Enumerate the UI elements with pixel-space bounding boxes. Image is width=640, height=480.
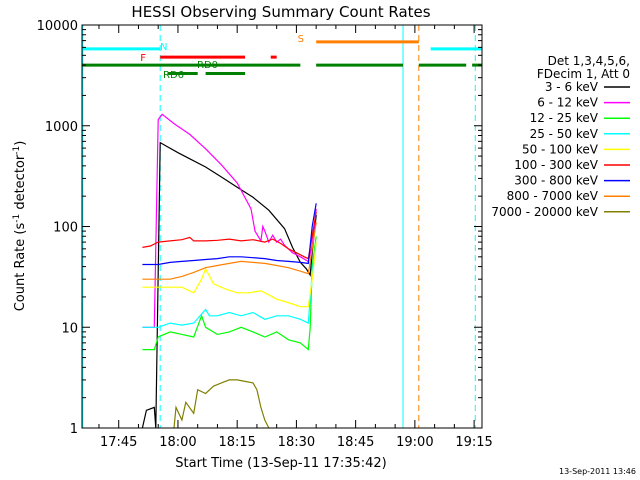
legend-label-5: 100 - 300 keV xyxy=(514,158,598,172)
flag-label-3: RD6 xyxy=(163,70,184,81)
legend-label-0: 3 - 6 keV xyxy=(545,80,599,94)
y-tick-label-3: 1000 xyxy=(45,120,78,135)
footer-stamp: 13-Sep-2011 13:46 xyxy=(559,467,636,476)
legend-header-0: Det 1,3,4,5,6, xyxy=(548,54,630,68)
legend-label-6: 300 - 800 keV xyxy=(514,174,598,188)
legend-label-2: 12 - 25 keV xyxy=(530,111,599,125)
x-tick-label-2: 18:15 xyxy=(218,435,255,450)
series-line-5 xyxy=(142,211,317,260)
legend-label-1: 6 - 12 keV xyxy=(537,96,599,110)
x-tick-label-0: 17:45 xyxy=(100,435,137,450)
chart-title: HESSI Observing Summary Count Rates xyxy=(131,3,430,21)
flag-label-1: F xyxy=(140,53,146,64)
legend-header-1: FDecim 1, Att 0 xyxy=(537,67,630,81)
y-axis-label: Count Rate (s-1 detector-1) xyxy=(12,141,28,312)
series-line-3 xyxy=(142,242,317,328)
flag-label-0: N xyxy=(160,42,167,53)
y-tick-label-2: 100 xyxy=(53,221,78,236)
flag-label-2: RD0 xyxy=(197,60,218,71)
x-axis-label: Start Time (13-Sep-11 17:35:42) xyxy=(175,456,386,471)
x-tick-label-4: 18:45 xyxy=(337,435,374,450)
series-line-8 xyxy=(173,379,270,429)
flag-label-4: S xyxy=(298,34,304,45)
series-line-2 xyxy=(142,236,317,351)
legend-label-4: 50 - 100 keV xyxy=(522,142,599,156)
series-line-0 xyxy=(141,141,317,429)
series-line-1 xyxy=(142,113,317,328)
legend-label-8: 7000 - 20000 keV xyxy=(491,205,598,219)
legend: Det 1,3,4,5,6,FDecim 1, Att 03 - 6 keV 6 … xyxy=(491,54,630,219)
x-tick-label-6: 19:15 xyxy=(455,435,492,450)
plot-area: N F RD0 RD6 S xyxy=(82,25,482,429)
y-tick-label-1: 10 xyxy=(61,321,78,336)
y-axis: 1 10 100 1000 10000 xyxy=(37,19,482,437)
series-line-4 xyxy=(142,242,317,308)
x-axis: 17:45 18:00 18:15 18:30 18:45 19:00 19:15 xyxy=(98,25,493,450)
x-tick-label-3: 18:30 xyxy=(278,435,315,450)
x-tick-label-5: 19:00 xyxy=(396,435,433,450)
series-line-6 xyxy=(142,203,317,266)
y-tick-label-0: 1 xyxy=(70,422,78,437)
y-tick-label-4: 10000 xyxy=(37,19,78,34)
x-tick-label-1: 18:00 xyxy=(159,435,196,450)
series-line-7 xyxy=(142,222,317,280)
legend-label-7: 800 - 7000 keV xyxy=(507,189,599,203)
legend-label-3: 25 - 50 keV xyxy=(530,127,599,141)
